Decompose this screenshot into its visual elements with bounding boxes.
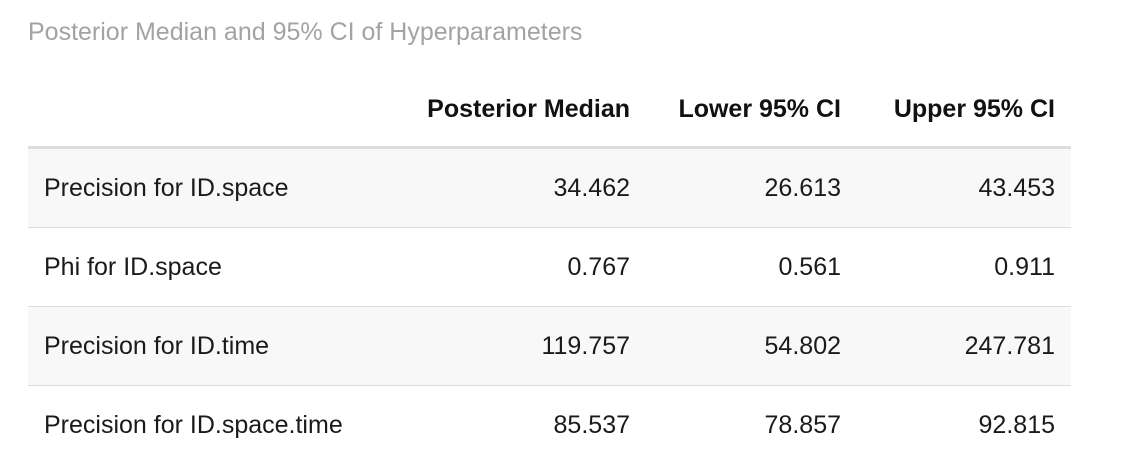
row-label: Precision for ID.space xyxy=(28,147,424,228)
header-label xyxy=(28,72,424,149)
header-lower-ci: Lower 95% CI xyxy=(646,72,857,149)
cell-lower: 54.802 xyxy=(646,306,857,386)
cell-median: 34.462 xyxy=(424,147,646,228)
cell-lower: 0.561 xyxy=(646,227,857,307)
header-upper-ci: Upper 95% CI xyxy=(857,72,1071,149)
cell-lower: 26.613 xyxy=(646,147,857,228)
table-body: Precision for ID.space 34.462 26.613 43.… xyxy=(28,147,1071,465)
cell-upper: 92.815 xyxy=(978,410,1055,439)
table-row: Precision for ID.space.time 85.537 78.85… xyxy=(28,386,1071,465)
table-row: Phi for ID.space 0.767 0.561 0.911 xyxy=(28,227,1071,307)
cell-median: 119.757 xyxy=(424,306,646,386)
cell-upper: 43.453 xyxy=(857,147,1071,228)
header-posterior-median: Posterior Median xyxy=(424,72,646,149)
table-header: Posterior Median Lower 95% CI Upper 95% … xyxy=(28,72,1071,149)
cell-upper: 247.781 xyxy=(857,306,1071,386)
row-label: Precision for ID.time xyxy=(28,306,424,386)
cell-upper: 0.911 xyxy=(857,227,1071,307)
row-label: Precision for ID.space.time xyxy=(44,410,343,439)
row-label: Phi for ID.space xyxy=(28,227,424,307)
cell-lower: 78.857 xyxy=(764,410,841,439)
table-row: Precision for ID.space 34.462 26.613 43.… xyxy=(28,147,1071,228)
cell-median: 0.767 xyxy=(424,227,646,307)
cell-median: 85.537 xyxy=(553,410,630,439)
hyperparameter-table: Posterior Median Lower 95% CI Upper 95% … xyxy=(28,72,1071,464)
table-row: Precision for ID.time 119.757 54.802 247… xyxy=(28,306,1071,386)
table-caption: Posterior Median and 95% CI of Hyperpara… xyxy=(28,18,583,46)
header-row: Posterior Median Lower 95% CI Upper 95% … xyxy=(28,72,1071,149)
